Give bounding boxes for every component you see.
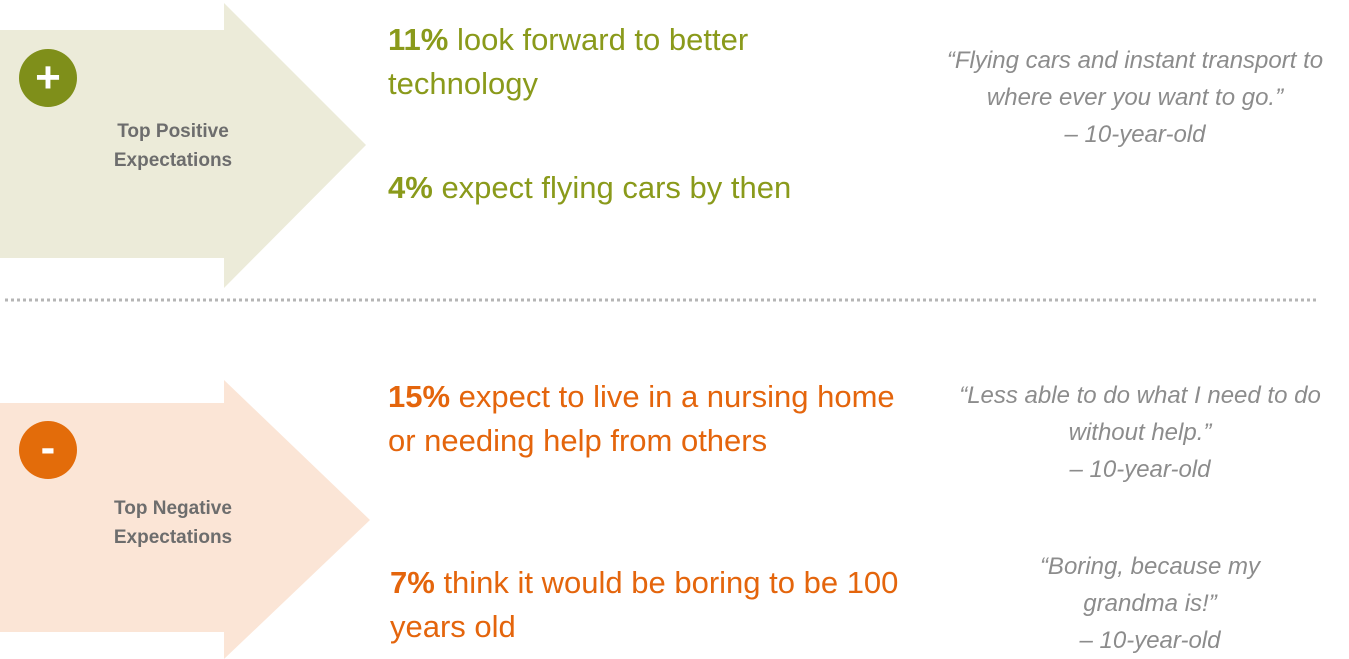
- stat: 15% expect to live in a nursing home or …: [388, 375, 908, 463]
- section-label: Top Positive Expectations: [113, 121, 233, 171]
- stat-text: expect to live in a nursing home or need…: [388, 379, 895, 458]
- quote: “Less able to do what I need to do witho…: [950, 377, 1330, 488]
- stat-text: think it would be boring to be 100 years…: [390, 565, 899, 644]
- positive-arrow: [0, 3, 366, 288]
- stat: 11% look forward to better technology: [388, 18, 858, 106]
- quote-text: “Flying cars and instant transport to wh…: [946, 47, 1324, 111]
- quote-attribution: – 10-year-old: [1079, 627, 1221, 654]
- quote: “Flying cars and instant transport to wh…: [925, 42, 1345, 153]
- icon: -: [40, 423, 56, 472]
- quote-attribution: – 10-year-old: [1069, 456, 1211, 483]
- stat: 7% think it would be boring to be 100 ye…: [390, 561, 900, 649]
- stat-text: expect flying cars by then: [441, 170, 792, 205]
- quote-attribution: – 10-year-old: [1064, 121, 1206, 148]
- section-label: Top Negative Expectations: [113, 498, 233, 548]
- stat-percent: 7%: [390, 565, 435, 600]
- quote: “Boring, because my grandma is!” – 10-ye…: [1000, 548, 1300, 659]
- positive-icon-circle: [19, 49, 77, 107]
- negative-arrow: [0, 380, 370, 659]
- stat-percent: 4%: [388, 170, 433, 205]
- stat-percent: 15%: [388, 379, 451, 414]
- icon: +: [35, 53, 61, 102]
- stat-percent: 11%: [388, 22, 449, 57]
- quote-text: “Boring, because my grandma is!”: [1039, 553, 1261, 617]
- negative-icon-circle: [19, 421, 77, 479]
- stat: 4% expect flying cars by then: [388, 166, 908, 210]
- quote-text: “Less able to do what I need to do witho…: [959, 382, 1321, 446]
- stat-text: look forward to better technology: [388, 22, 749, 101]
